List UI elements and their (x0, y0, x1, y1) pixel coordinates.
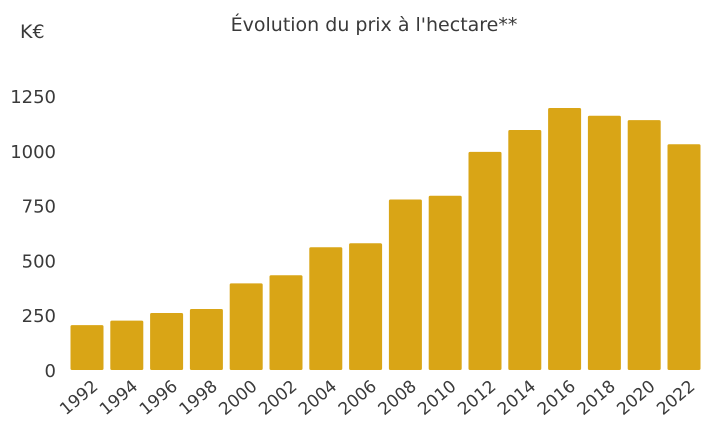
bar-2000 (229, 283, 263, 370)
y-axis-ticks: 0 250 500 750 1000 1250 (10, 87, 56, 382)
bar-2016 (548, 108, 582, 370)
bar-1994 (110, 320, 144, 370)
bar-2004 (309, 247, 343, 370)
y-tick-label: 1250 (10, 87, 56, 108)
x-tick-label: 1994 (96, 377, 142, 420)
bar-1998 (189, 309, 223, 370)
x-tick-label: 2012 (454, 377, 500, 420)
bars (70, 108, 701, 370)
x-axis-ticks: 1992199419961998200020022004200620082010… (56, 377, 699, 420)
y-tick-label: 1000 (10, 142, 56, 163)
bar-2012 (468, 151, 502, 370)
bar-1992 (70, 325, 104, 370)
x-tick-label: 2004 (295, 377, 341, 420)
x-tick-label: 2022 (653, 377, 699, 420)
x-tick-label: 2016 (534, 377, 580, 420)
bar-2008 (388, 199, 422, 370)
y-tick-label: 750 (22, 197, 56, 218)
bar-2010 (428, 195, 462, 370)
x-tick-label: 1998 (176, 377, 222, 420)
bar-2014 (508, 129, 542, 370)
x-tick-label: 1992 (56, 377, 102, 420)
x-tick-label: 2006 (335, 377, 381, 420)
bar-2018 (587, 115, 621, 370)
bar-2020 (627, 120, 661, 370)
bar-2022 (667, 144, 701, 370)
x-tick-label: 2010 (414, 377, 460, 420)
y-axis-unit-label: K€ (20, 21, 45, 43)
bar-2002 (269, 275, 303, 370)
x-tick-label: 2020 (613, 377, 659, 420)
y-tick-label: 0 (45, 361, 56, 382)
chart-title: Évolution du prix à l'hectare** (231, 13, 518, 36)
x-tick-label: 2002 (255, 377, 301, 420)
x-tick-label: 1996 (136, 377, 182, 420)
x-tick-label: 2018 (574, 377, 620, 420)
x-tick-label: 2000 (215, 377, 261, 420)
bar-1996 (150, 313, 184, 370)
bar-2006 (349, 243, 383, 370)
x-tick-label: 2008 (375, 377, 421, 420)
y-tick-label: 250 (22, 306, 56, 327)
y-tick-label: 500 (22, 251, 56, 272)
x-tick-label: 2014 (494, 377, 540, 420)
